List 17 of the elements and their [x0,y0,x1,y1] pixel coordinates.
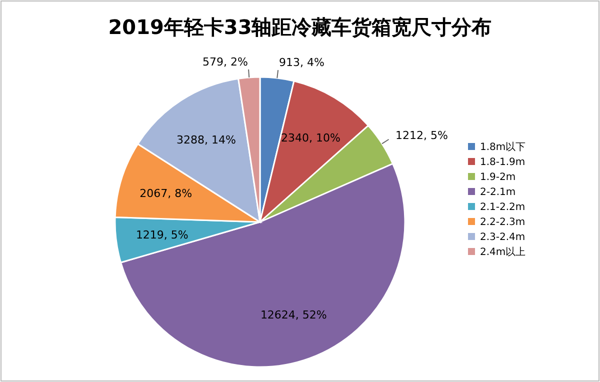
chart-title: 2019年轻卡33轴距冷藏车货箱宽尺寸分布 [108,15,492,39]
legend-label: 1.9-2m [480,172,516,183]
legend-label: 2.1-2.2m [480,202,526,213]
data-label: 3288, 14% [176,133,236,146]
data-label: 1212, 5% [395,129,448,142]
data-label: 1219, 5% [136,228,188,242]
legend-label: 2.3-2.4m [480,232,526,243]
legend-label: 2.4m以上 [480,246,526,258]
legend-label: 2.2-2.3m [480,217,526,228]
data-label: 2067, 8% [140,186,192,200]
legend-label: 2-2.1m [480,187,516,198]
legend-label: 1.8-1.9m [480,157,526,168]
data-label: 12624, 52% [260,308,327,322]
data-label: 579, 2% [202,55,248,68]
data-label: 913, 4% [279,56,324,70]
data-label: 2340, 10% [280,131,340,144]
legend-label: 1.8m以下 [480,141,526,153]
